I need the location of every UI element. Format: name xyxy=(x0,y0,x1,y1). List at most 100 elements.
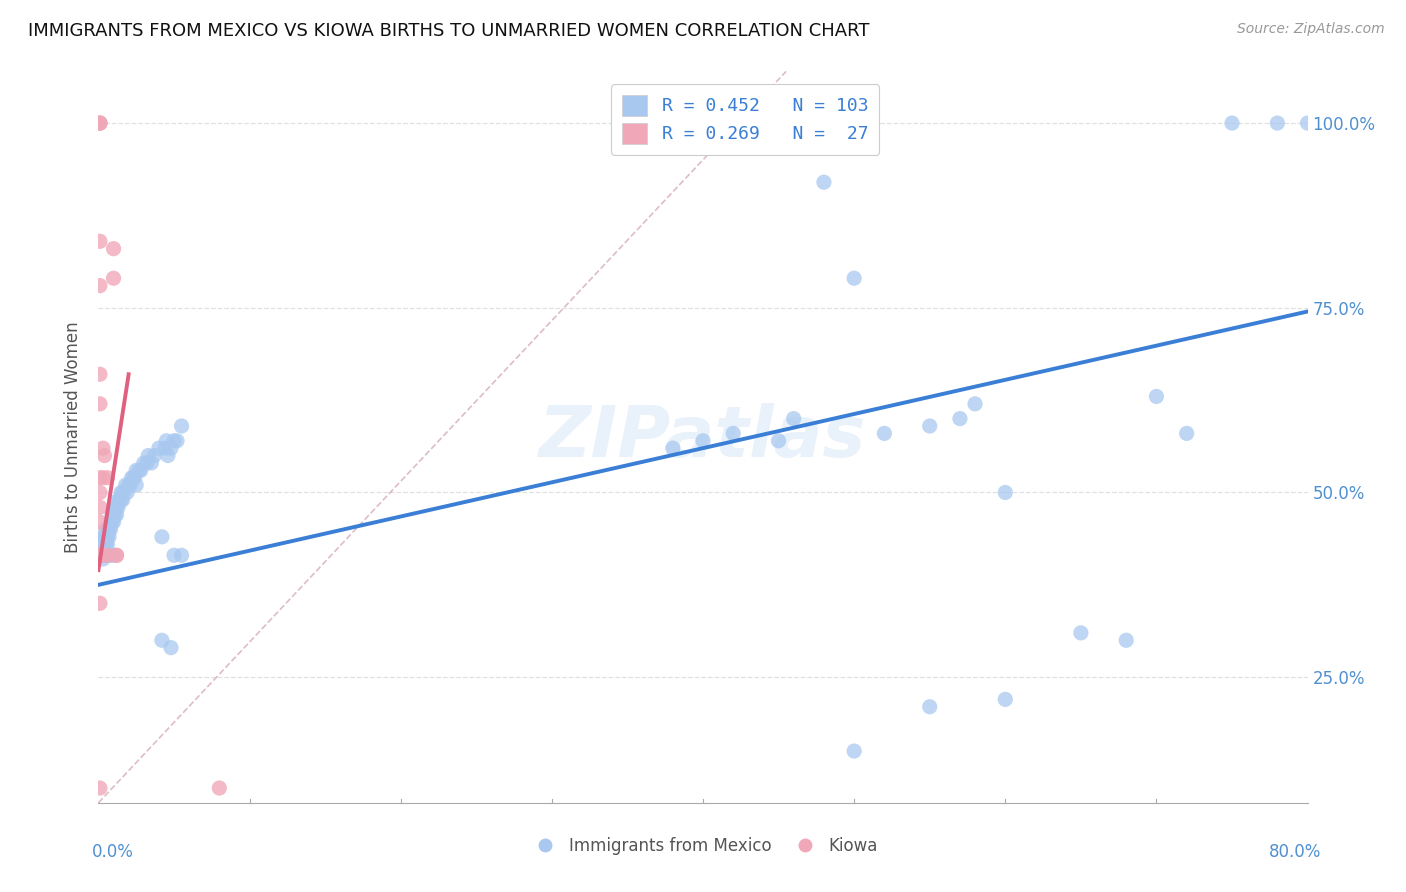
Point xyxy=(94,537,117,551)
Point xyxy=(111,485,134,500)
Point xyxy=(112,485,135,500)
Point xyxy=(89,500,111,515)
Point xyxy=(153,441,176,455)
Point xyxy=(129,463,152,477)
Point xyxy=(96,549,118,563)
Point xyxy=(143,449,166,463)
Point xyxy=(89,485,111,500)
Point xyxy=(105,508,128,522)
Point xyxy=(89,549,111,563)
Point xyxy=(89,549,111,563)
Point xyxy=(994,485,1017,500)
Point xyxy=(101,508,124,522)
Point xyxy=(89,549,111,563)
Point xyxy=(90,549,112,563)
Point xyxy=(111,492,134,507)
Point xyxy=(1296,116,1319,130)
Point xyxy=(89,116,111,130)
Point xyxy=(98,549,121,563)
Point xyxy=(110,485,132,500)
Point xyxy=(93,544,115,558)
Text: ZIPatlas: ZIPatlas xyxy=(540,402,866,472)
Point xyxy=(89,549,111,563)
Text: 0.0%: 0.0% xyxy=(91,843,134,861)
Point xyxy=(844,271,866,285)
Point xyxy=(89,549,111,563)
Point xyxy=(156,449,179,463)
Point xyxy=(163,434,186,448)
Point xyxy=(124,471,146,485)
Point xyxy=(114,478,136,492)
Point xyxy=(125,463,148,477)
Point xyxy=(783,411,806,425)
Point xyxy=(93,537,115,551)
Point xyxy=(89,235,111,249)
Point xyxy=(768,434,790,448)
Legend: R = 0.452   N = 103, R = 0.269   N =  27: R = 0.452 N = 103, R = 0.269 N = 27 xyxy=(612,84,879,154)
Point xyxy=(90,549,112,563)
Point xyxy=(170,549,193,563)
Point xyxy=(89,397,111,411)
Point xyxy=(101,515,124,529)
Point xyxy=(98,530,121,544)
Point xyxy=(1267,116,1289,130)
Point xyxy=(160,441,183,455)
Point xyxy=(1144,389,1167,403)
Point xyxy=(89,549,111,563)
Point xyxy=(103,515,125,529)
Point xyxy=(873,426,896,441)
Point xyxy=(107,492,129,507)
Point xyxy=(155,434,177,448)
Point xyxy=(723,426,745,441)
Point xyxy=(132,456,155,470)
Point xyxy=(94,523,117,537)
Point xyxy=(89,549,111,563)
Point xyxy=(89,549,111,563)
Text: 80.0%: 80.0% xyxy=(1270,843,1322,861)
Point xyxy=(103,271,125,285)
Point xyxy=(108,492,131,507)
Text: Source: ZipAtlas.com: Source: ZipAtlas.com xyxy=(1237,22,1385,37)
Point xyxy=(170,419,193,434)
Point xyxy=(844,744,866,758)
Point xyxy=(163,549,186,563)
Point xyxy=(90,549,112,563)
Y-axis label: Births to Unmarried Women: Births to Unmarried Women xyxy=(65,321,83,553)
Point xyxy=(118,478,141,492)
Point xyxy=(103,508,125,522)
Point xyxy=(91,552,114,566)
Point xyxy=(103,242,125,256)
Point xyxy=(115,485,138,500)
Point xyxy=(94,530,117,544)
Point xyxy=(994,692,1017,706)
Point xyxy=(91,544,114,558)
Point xyxy=(813,175,835,189)
Point xyxy=(136,449,159,463)
Point xyxy=(89,549,111,563)
Point xyxy=(89,549,111,563)
Point xyxy=(89,368,111,382)
Point xyxy=(94,549,117,563)
Point xyxy=(918,419,941,434)
Point xyxy=(100,515,122,529)
Point xyxy=(148,441,170,455)
Point xyxy=(105,549,128,563)
Legend: Immigrants from Mexico, Kiowa: Immigrants from Mexico, Kiowa xyxy=(522,830,884,862)
Point xyxy=(91,471,114,485)
Point xyxy=(918,699,941,714)
Point xyxy=(91,530,114,544)
Point xyxy=(93,549,115,563)
Point xyxy=(105,549,128,563)
Point xyxy=(91,441,114,455)
Point xyxy=(110,492,132,507)
Point xyxy=(96,471,118,485)
Point xyxy=(89,471,111,485)
Point xyxy=(89,549,111,563)
Point xyxy=(100,549,122,563)
Point xyxy=(89,549,111,563)
Point xyxy=(90,549,112,563)
Point xyxy=(1220,116,1243,130)
Point xyxy=(104,508,127,522)
Point xyxy=(122,471,145,485)
Point xyxy=(141,456,163,470)
